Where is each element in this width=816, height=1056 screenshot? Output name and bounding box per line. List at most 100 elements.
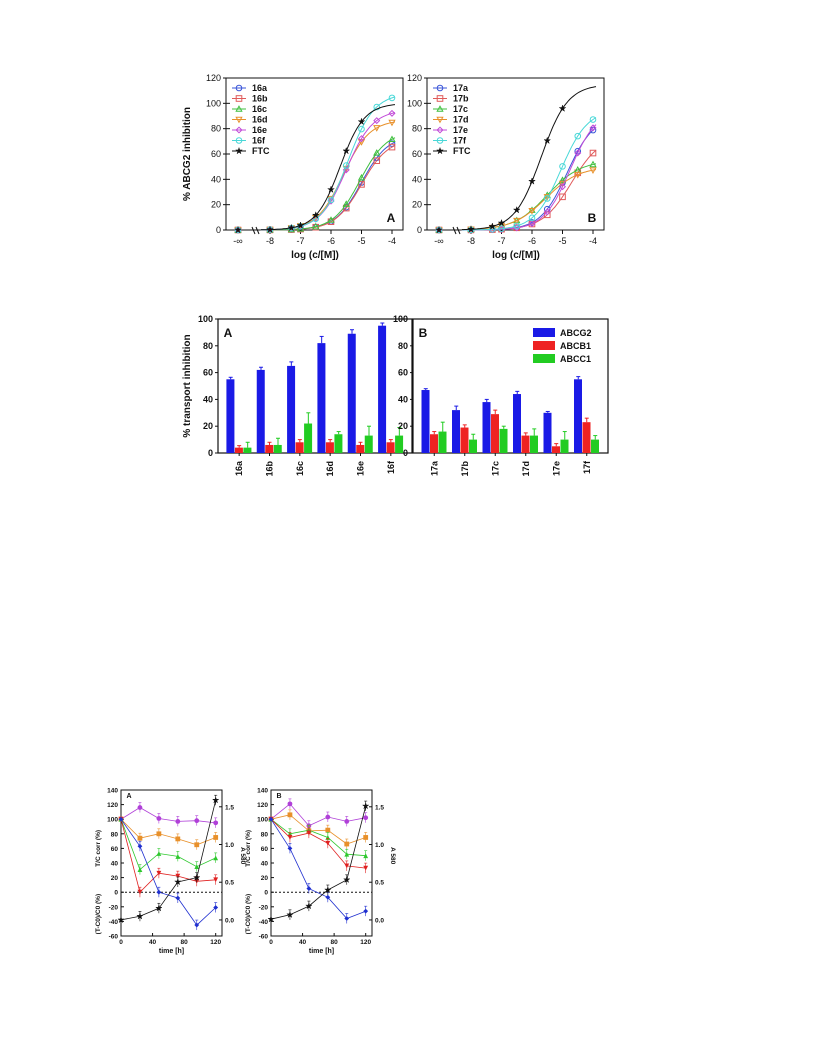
x-tick-label: 80	[181, 939, 189, 946]
y-tick-label: 100	[257, 817, 268, 824]
y-tick-label: 40	[111, 861, 119, 868]
y-tick-label: 100	[206, 98, 221, 108]
data-point	[327, 196, 335, 204]
category-label: 17c	[490, 461, 500, 476]
y-tick-label: 20	[398, 421, 408, 431]
data-point	[342, 146, 351, 155]
data-point	[543, 194, 551, 201]
panel-label: B	[276, 793, 281, 800]
data-point	[325, 835, 331, 840]
data-point	[513, 224, 521, 232]
bar-ABCG2-17d	[513, 394, 521, 453]
y-tick-label: 80	[203, 341, 213, 351]
data-point	[325, 814, 331, 820]
right-tick-label: 1.5	[375, 804, 384, 811]
data-point	[305, 902, 313, 910]
y-tick-label: 40	[211, 174, 221, 184]
category-label: 16b	[265, 461, 275, 477]
y-axis-label-upper: T/C corr (%)	[95, 830, 102, 867]
panel-label: A	[387, 211, 396, 225]
data-point	[513, 217, 521, 225]
data-point	[528, 208, 536, 215]
legend-marker	[235, 95, 243, 102]
y-tick-label: 80	[261, 831, 269, 838]
y-tick-label: 120	[206, 73, 221, 83]
plot-frame	[270, 789, 373, 937]
legend-marker	[436, 116, 444, 124]
right-tick-label: 0.5	[225, 880, 234, 887]
data-point	[213, 877, 219, 883]
right-tick-label: 0.0	[225, 917, 234, 924]
bar-ABCC1-16a	[243, 447, 252, 453]
data-point	[118, 816, 124, 822]
bar-ABCG2-16b	[256, 369, 265, 453]
y-tick-label: 80	[111, 831, 119, 838]
plot-frame	[217, 318, 413, 454]
data-point	[194, 842, 200, 848]
legend-marker	[435, 146, 445, 155]
x-tick-label: -6	[528, 236, 536, 246]
data-point	[306, 830, 312, 836]
legend-marker	[234, 146, 244, 155]
y-tick-label: 0	[264, 890, 268, 897]
data-point	[543, 208, 551, 216]
bar-ABCB1-16a	[234, 447, 243, 453]
data-point	[192, 873, 201, 881]
bar-ABCG2-16c	[287, 365, 296, 453]
y-tick-label: 40	[412, 174, 422, 184]
right-tick-label: 0.5	[375, 880, 384, 887]
data-point	[589, 116, 597, 123]
data-point	[388, 109, 396, 117]
bar-ABCG2-17f	[574, 379, 582, 453]
series-line	[270, 803, 366, 827]
y-tick-label: 60	[412, 149, 422, 159]
data-point	[498, 225, 505, 232]
legend-label: 16d	[252, 115, 268, 125]
data-point	[211, 796, 220, 804]
axis-break-mark	[456, 226, 461, 235]
data-point	[306, 886, 312, 891]
data-point	[361, 802, 370, 810]
x-tick-label: -7	[296, 236, 304, 246]
fit-curve	[260, 137, 396, 231]
data-point	[358, 181, 365, 188]
data-point	[287, 812, 293, 818]
data-point	[527, 177, 537, 185]
data-point	[155, 904, 163, 912]
series-5	[117, 794, 220, 924]
y-tick-label: -20	[109, 904, 119, 911]
y-axis-label-lower: (T-C0)/C0 (%)	[245, 894, 252, 934]
bar-ABCG2-17a	[421, 390, 430, 453]
data-point	[357, 135, 366, 143]
data-point	[357, 173, 366, 181]
legend-swatch	[533, 328, 555, 337]
y-tick-label: 40	[398, 394, 408, 404]
y-tick-label: 100	[107, 817, 118, 824]
bar-ABCB1-17c	[491, 414, 499, 453]
y-axis-label: % ABCG2 inhibition	[182, 107, 193, 201]
data-point	[137, 835, 143, 841]
legend-marker	[436, 84, 444, 92]
y-tick-label: -60	[259, 934, 269, 941]
data-point	[311, 211, 320, 219]
data-point	[287, 835, 293, 840]
data-point	[558, 104, 567, 112]
data-point	[543, 195, 551, 202]
data-point	[344, 841, 350, 847]
fit-curve	[461, 117, 597, 231]
y-tick-label: 0	[114, 890, 118, 897]
series-line	[120, 807, 216, 824]
data-point-inf	[434, 225, 444, 234]
bar-ABCB1-17a	[430, 434, 438, 453]
data-point	[558, 176, 567, 183]
data-point	[175, 873, 181, 879]
category-label: 17f	[582, 460, 592, 474]
data-point	[156, 816, 162, 821]
data-point	[373, 157, 381, 165]
bar-ABCB1-17f	[582, 422, 591, 453]
x-axis-label-a: log (c/[M])	[291, 250, 339, 261]
bar-ABCG2-16f	[378, 325, 387, 453]
bar-ABCC1-16f	[395, 435, 404, 453]
